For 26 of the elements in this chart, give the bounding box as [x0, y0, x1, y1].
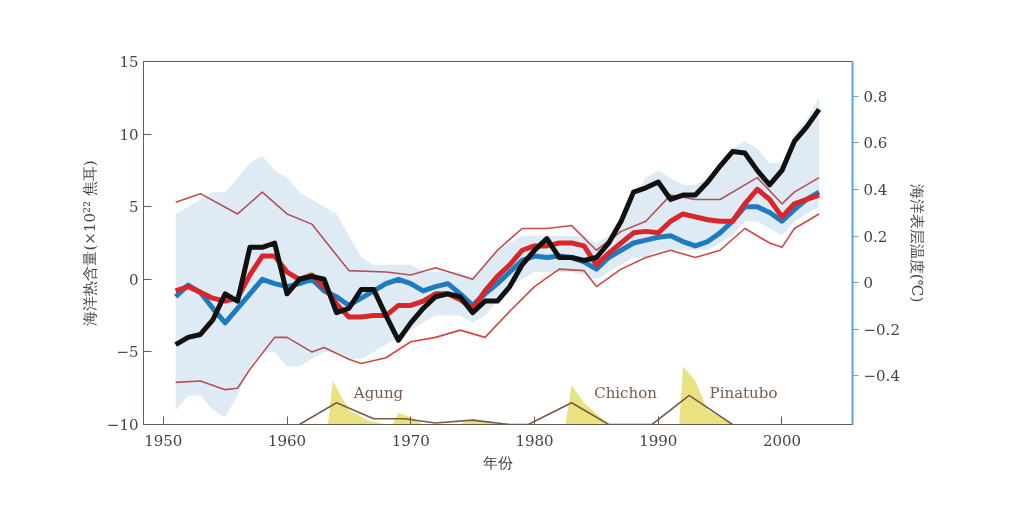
- y-tick-label: −5: [116, 343, 139, 362]
- annotation: Pinatubo: [709, 383, 778, 402]
- x-tick-label: 1950: [144, 431, 183, 450]
- y2-tick-label: 0.2: [863, 227, 888, 246]
- line-series: [174, 176, 820, 281]
- annotation: Chichon: [594, 383, 658, 402]
- y-tick-label: 0: [128, 270, 139, 289]
- y-axis-title: 海洋热含量(×10²² 焦耳): [80, 160, 99, 326]
- annotation: Agung: [352, 383, 404, 402]
- x-tick-label: 1980: [515, 431, 554, 450]
- y-tick-label: 15: [119, 53, 139, 71]
- x-tick-label: 1990: [639, 431, 678, 450]
- y-tick-label: 10: [119, 125, 139, 144]
- y2-tick-label: −0.4: [863, 367, 900, 386]
- x-tick-label: 1960: [267, 431, 307, 450]
- y2-tick-label: 0.8: [863, 87, 888, 106]
- y2-tick-label: 0.4: [863, 180, 888, 199]
- x-tick-label: 2000: [762, 431, 802, 450]
- y-tick-label: −10: [106, 416, 139, 434]
- y-tick-label: 5: [128, 198, 139, 217]
- x-axis-title: 年份: [483, 453, 513, 472]
- y2-axis-title: 海洋表层温度(℃): [907, 183, 926, 303]
- y2-tick-label: 0.6: [863, 134, 888, 153]
- x-tick-label: 1970: [391, 431, 430, 450]
- y2-tick-label: 0: [863, 274, 874, 293]
- y2-tick-label: −0.2: [863, 320, 900, 339]
